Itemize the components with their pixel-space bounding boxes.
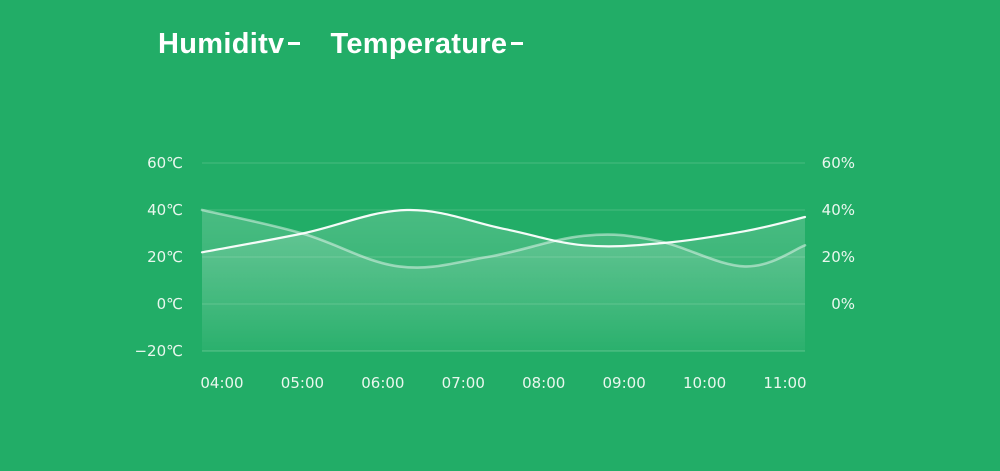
y-left-tick-label: −20℃ xyxy=(134,342,183,360)
y-left-tick-label: 60℃ xyxy=(147,154,183,172)
x-tick-label: 04:00 xyxy=(200,374,243,392)
y-right-tick-label: 20% xyxy=(822,248,855,266)
y-left-tick-label: 40℃ xyxy=(147,201,183,219)
x-tick-label: 09:00 xyxy=(603,374,646,392)
series-line-temperature xyxy=(200,208,807,254)
y-right-tick-label: 60% xyxy=(822,154,855,172)
legend-item-temperature[interactable]: Temperature xyxy=(330,28,524,61)
x-tick-label: 05:00 xyxy=(281,374,324,392)
x-tick-label: 11:00 xyxy=(763,374,806,392)
x-tick-label: 08:00 xyxy=(522,374,565,392)
legend-swatch-humidity xyxy=(288,42,301,45)
y-left-tick-label: 20℃ xyxy=(147,248,183,266)
axis-labels: 60℃ 40℃ 20℃ 0℃ −20℃ 60% 40% 20% 0% 04:00 05:00 06:0… xyxy=(134,154,855,392)
area-fills xyxy=(202,209,805,351)
legend-swatch-temperature xyxy=(511,42,524,45)
chart-legend: Humiditv Temperature xyxy=(158,28,524,61)
series-area-humiditv xyxy=(202,210,805,351)
series-lines xyxy=(200,208,807,269)
legend-item-humidity[interactable]: Humiditv xyxy=(158,28,301,61)
x-tick-label: 06:00 xyxy=(361,374,404,392)
legend-label-temperature: Temperature xyxy=(330,28,508,60)
y-right-tick-label: 40% xyxy=(822,201,855,219)
x-tick-label: 10:00 xyxy=(683,374,726,392)
legend-label-humidity: Humiditv xyxy=(158,28,285,60)
series-line-humiditv xyxy=(200,208,807,269)
y-right-tick-label: 0% xyxy=(831,295,855,313)
x-tick-label: 07:00 xyxy=(442,374,485,392)
y-left-tick-label: 0℃ xyxy=(157,295,183,313)
